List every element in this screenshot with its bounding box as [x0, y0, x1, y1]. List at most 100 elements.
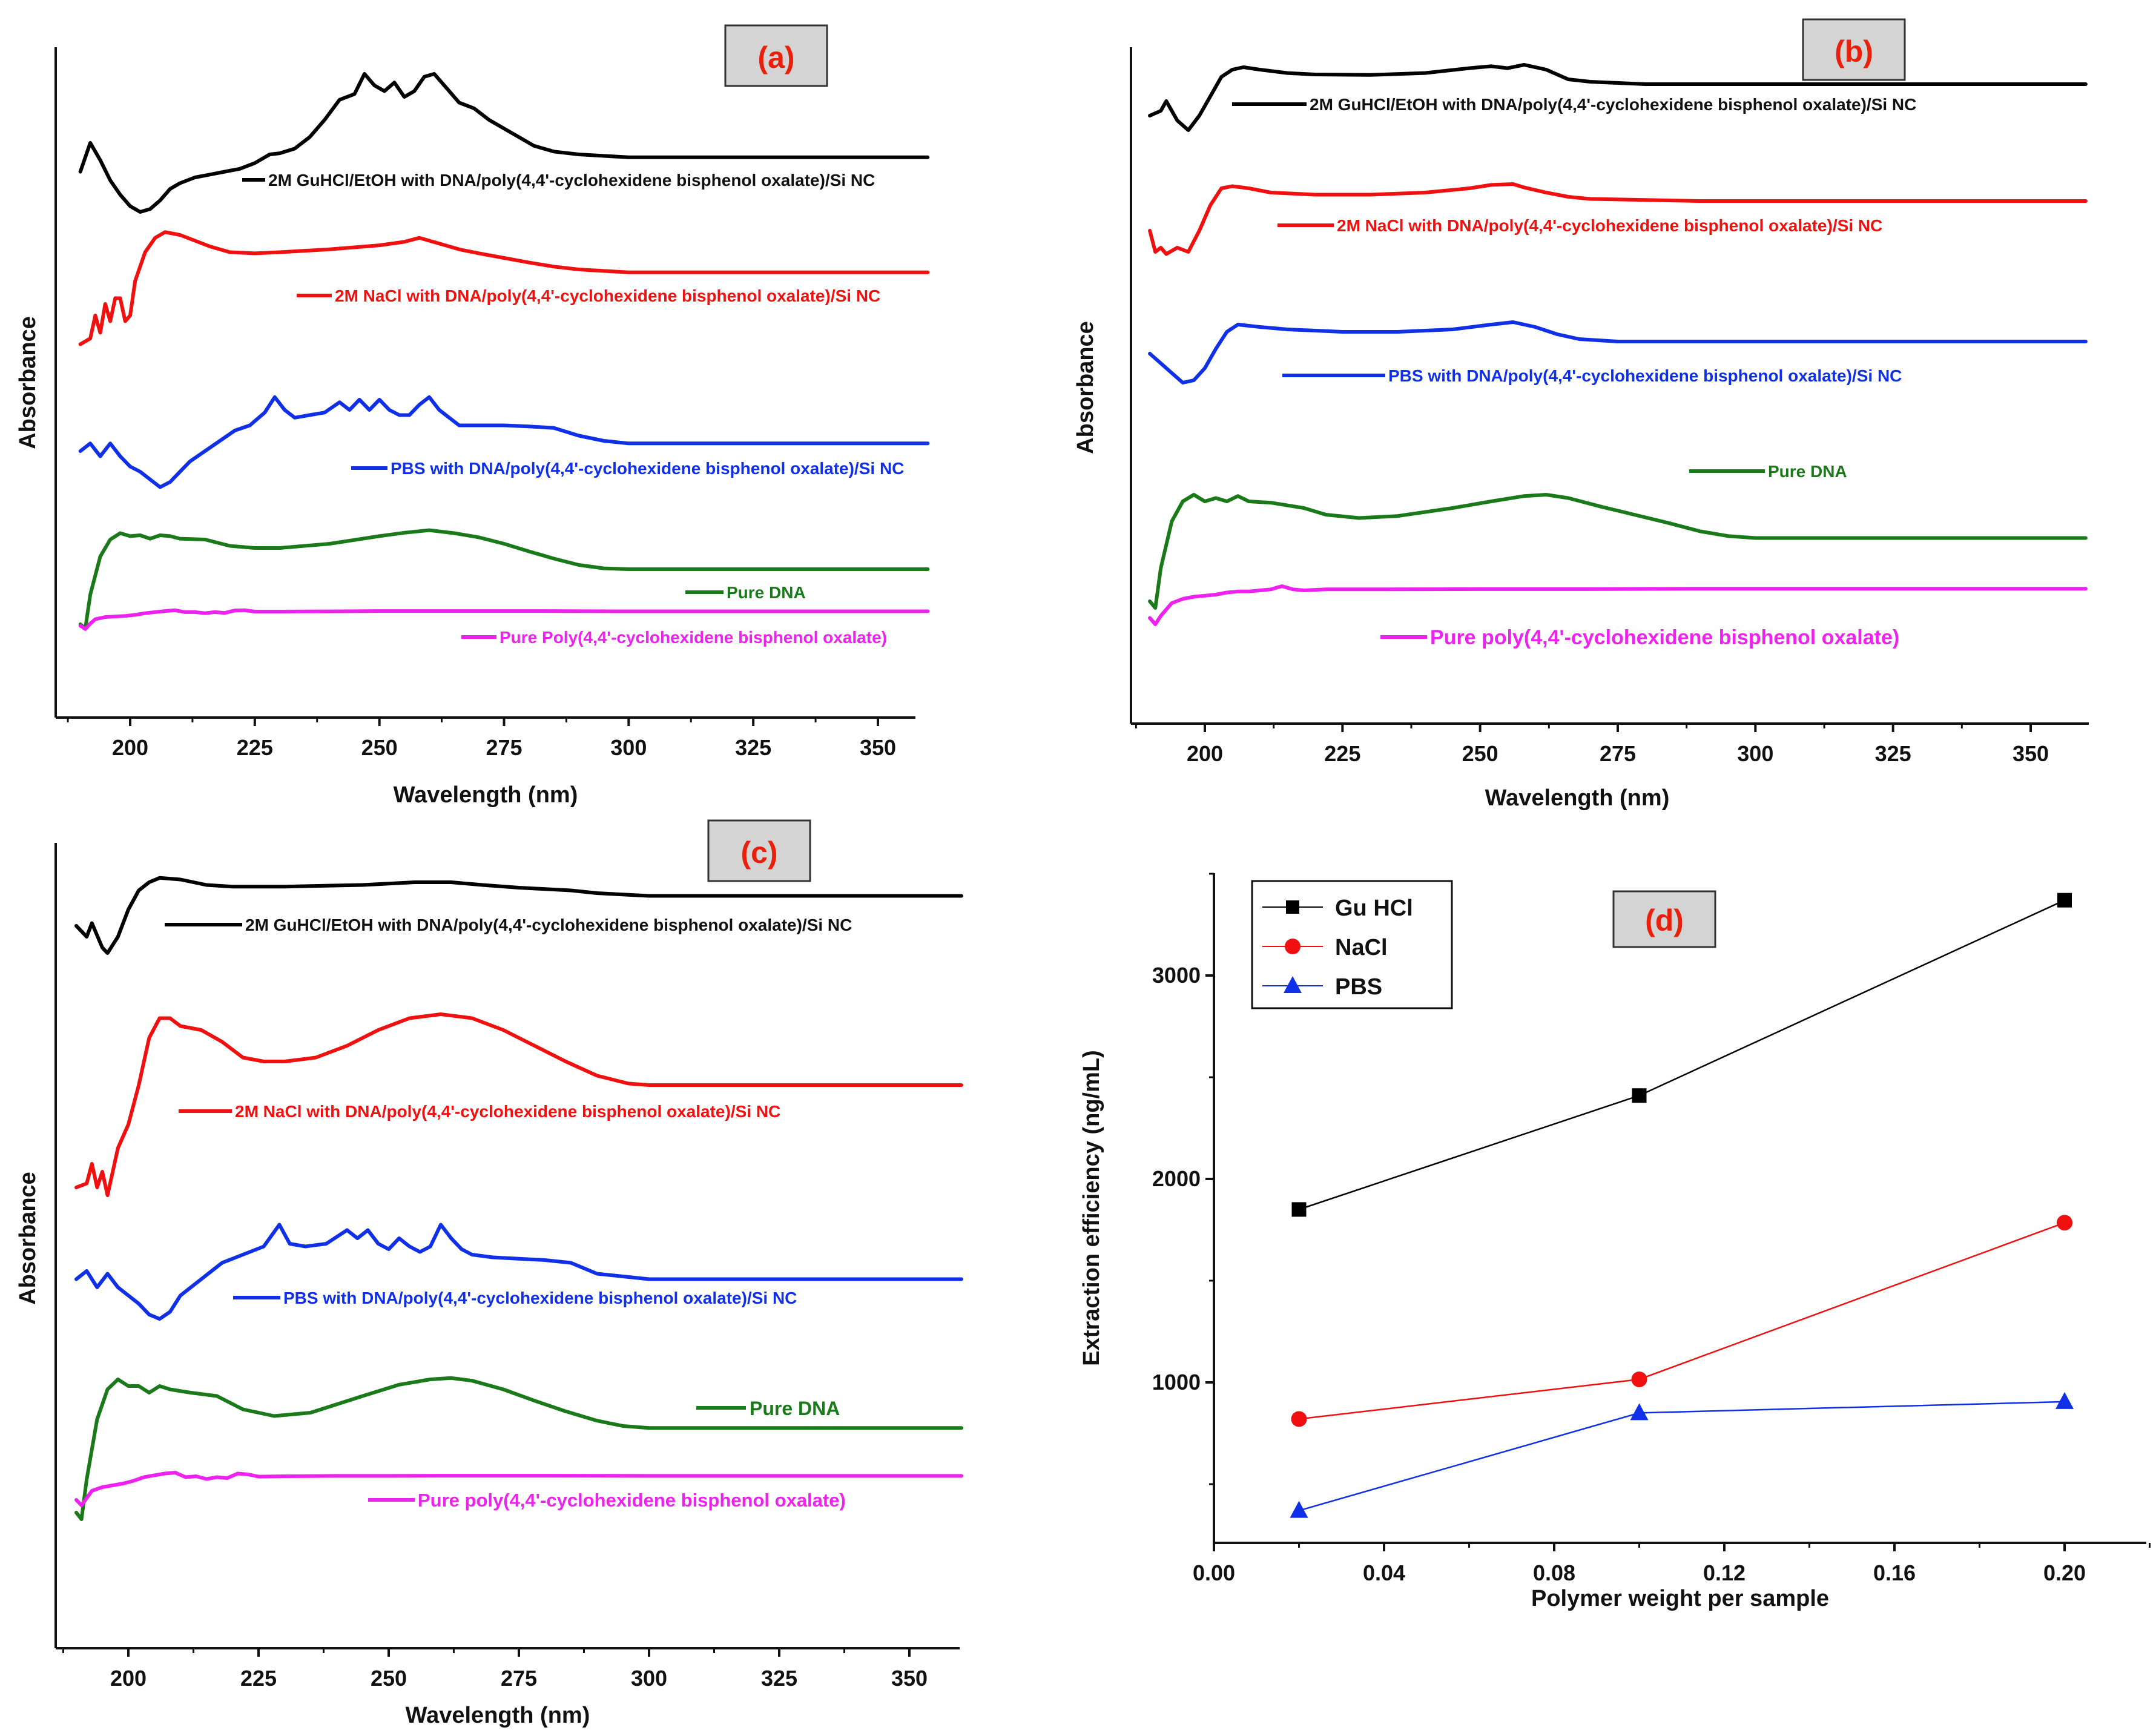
panel-d-series-nacl-line: [1299, 1222, 2065, 1420]
panel-c-y-title: Absorbance: [15, 1172, 41, 1305]
panel-a-x-tick-label: 325: [735, 735, 771, 760]
panel-b-x-tick-label: 250: [1462, 741, 1498, 766]
panel-b-labels: 2M GuHCl/EtOH with DNA/poly(4,4'-cyclohe…: [1232, 95, 1916, 649]
panel-c-x-tick-label: 300: [631, 1666, 667, 1691]
panel-d-y-tick-label: 2000: [1152, 1166, 1201, 1191]
panel-b-x-tick-label: 350: [2013, 741, 2049, 766]
panel-d: 0.00 0.04 0.08 0.12 0.16 0.20 1000 2000 3000 Po…: [1079, 873, 2151, 1611]
panel-d-series-pbs-line: [1299, 1401, 2065, 1511]
panel-a-x-title: Wavelength (nm): [394, 782, 578, 808]
panel-d-point-pbs: [1630, 1403, 1649, 1421]
panel-d-x-tick-label: 0.12: [1703, 1560, 1746, 1585]
panel-b-series-3-line: [1148, 320, 2088, 385]
panel-d-tag: (d): [1645, 903, 1684, 937]
panel-d-point-gu-hcl: [2057, 893, 2072, 908]
panel-c-label-3: PBS with DNA/poly(4,4'-cyclohexidene bis…: [283, 1289, 797, 1307]
panel-c-labels: 2M GuHCl/EtOH with DNA/poly(4,4'-cyclohe…: [165, 916, 852, 1511]
panel-c-x-tick-label: 350: [891, 1666, 928, 1691]
panel-b-label-3: PBS with DNA/poly(4,4'-cyclohexidene bis…: [1388, 366, 1902, 385]
panel-a-x-tick-label: 225: [237, 735, 273, 760]
panel-d-legend-3: PBS: [1335, 974, 1382, 1000]
panel-c-x-tick-label: 275: [501, 1666, 537, 1691]
panel-b-label-5: Pure poly(4,4'-cyclohexidene bisphenol o…: [1430, 626, 1899, 649]
panel-d-legend-triangle-marker: [1284, 976, 1302, 993]
panel-a-label-1: 2M GuHCl/EtOH with DNA/poly(4,4'-cyclohe…: [268, 171, 875, 190]
panel-c-series-4-line: [74, 1376, 963, 1521]
panel-d-point-gu-hcl: [1291, 1202, 1307, 1217]
panel-c-x-tick-label: 225: [240, 1666, 277, 1691]
panel-b-series-2-line: [1148, 182, 2088, 256]
panel-d-x-tick-label: 0.08: [1533, 1560, 1575, 1585]
panel-b-series-4-line: [1148, 493, 2088, 610]
panel-a-labels: 2M GuHCl/EtOH with DNA/poly(4,4'-cyclohe…: [242, 171, 904, 647]
panel-b-x-tick-label: 225: [1324, 741, 1360, 766]
panel-d-y-tick-label: 1000: [1152, 1370, 1201, 1395]
panel-b-label-1: 2M GuHCl/EtOH with DNA/poly(4,4'-cyclohe…: [1310, 95, 1916, 114]
panel-b-x-tick-label: 325: [1875, 741, 1911, 766]
panel-a-tag-box: [724, 24, 828, 87]
panel-b-x-tick-label: 300: [1737, 741, 1773, 766]
panel-b-tag: (b): [1835, 35, 1873, 68]
panel-c-series-2-line: [74, 1012, 963, 1197]
panel-d-point-nacl: [1631, 1371, 1647, 1387]
panel-b-y-title: Absorbance: [1073, 321, 1098, 454]
panel-d-legend-2: NaCl: [1335, 935, 1388, 960]
panel-c-x-tick-label: 250: [371, 1666, 407, 1691]
panel-a-y-title: Absorbance: [15, 316, 41, 449]
panel-a-x-tick-label: 200: [112, 735, 148, 760]
panel-a-label-4: Pure DNA: [727, 583, 806, 602]
panel-c-series-1-line: [74, 876, 963, 955]
panel-c-tag: (c): [740, 836, 777, 870]
panel-d-point-pbs: [2055, 1391, 2074, 1409]
panel-b-tag-box: [1802, 18, 1906, 81]
panel-a: 200 225 250 275 300 325 350 Wavelength (nm) Ab…: [15, 24, 930, 808]
panel-a-x-tick-label: 300: [610, 735, 647, 760]
panel-b-x-title: Wavelength (nm): [1485, 785, 1670, 811]
panel-b-x-tick-label: 200: [1187, 741, 1223, 766]
panel-c-x-tick-label: 200: [110, 1666, 147, 1691]
panel-c: 200 225 250 275 300 325 350 Wavelength (nm) Ab…: [15, 819, 963, 1728]
panel-d-point-nacl: [1291, 1411, 1307, 1427]
panel-d-legend-1: Gu HCl: [1335, 896, 1413, 921]
panel-d-legend: Gu HCl NaCl PBS: [1251, 880, 1453, 1009]
panel-d-point-pbs: [1290, 1500, 1308, 1518]
panel-d-x-tick-label: 0.00: [1193, 1560, 1235, 1585]
panel-d-y-title: Extraction efficiency (ng/mL): [1079, 1050, 1104, 1366]
panel-a-series-4-line: [78, 528, 930, 630]
panel-a-label-2: 2M NaCl with DNA/poly(4,4'-cyclohexidene…: [335, 286, 880, 305]
panel-a-series-2-line: [78, 230, 930, 346]
panel-d-legend-circle-marker: [1285, 939, 1301, 954]
panel-b-series-1-line: [1148, 63, 2088, 132]
panel-a-tag: (a): [757, 41, 794, 74]
panel-a-series-5-line: [78, 608, 930, 631]
panel-c-x-tick-label: 325: [761, 1666, 797, 1691]
panel-c-series-5-line: [74, 1471, 963, 1507]
panel-d-legend-square-marker: [1286, 900, 1299, 914]
panel-c-label-2: 2M NaCl with DNA/poly(4,4'-cyclohexidene…: [235, 1102, 780, 1121]
panel-d-x-tick-label: 0.16: [1873, 1560, 1916, 1585]
panel-d-point-nacl: [2057, 1215, 2072, 1231]
panel-a-label-5: Pure Poly(4,4'-cyclohexidene bisphenol o…: [499, 628, 887, 647]
panel-d-x-title: Polymer weight per sample: [1531, 1586, 1829, 1611]
panel-d-y-tick-label: 3000: [1152, 963, 1201, 988]
panel-b-x-tick-label: 275: [1600, 741, 1636, 766]
panel-c-series-3-line: [74, 1223, 963, 1321]
panel-d-tag-box: [1612, 890, 1716, 948]
panel-a-x-tick-label: 275: [486, 735, 522, 760]
panel-c-label-4: Pure DNA: [750, 1398, 840, 1419]
panel-b-label-2: 2M NaCl with DNA/poly(4,4'-cyclohexidene…: [1337, 216, 1882, 235]
panel-a-series-3-line: [78, 395, 930, 489]
panel-a-x-tick-label: 350: [860, 735, 896, 760]
panel-c-label-1: 2M GuHCl/EtOH with DNA/poly(4,4'-cyclohe…: [245, 916, 852, 934]
panel-a-series-1-line: [78, 72, 930, 214]
panel-b-label-4: Pure DNA: [1768, 462, 1847, 481]
panel-d-x-tick-label: 0.20: [2043, 1560, 2086, 1585]
panel-c-tag-box: [707, 819, 811, 882]
panel-c-x-title: Wavelength (nm): [406, 1703, 590, 1728]
panel-a-label-3: PBS with DNA/poly(4,4'-cyclohexidene bis…: [391, 459, 904, 478]
panel-c-label-5: Pure poly(4,4'-cyclohexidene bisphenol o…: [418, 1490, 846, 1511]
panel-d-x-tick-label: 0.04: [1363, 1560, 1405, 1585]
panel-b: 200 225 250 275 300 325 350 Wavelength (nm) Ab…: [1073, 18, 2089, 811]
panel-d-point-gu-hcl: [1632, 1088, 1647, 1103]
